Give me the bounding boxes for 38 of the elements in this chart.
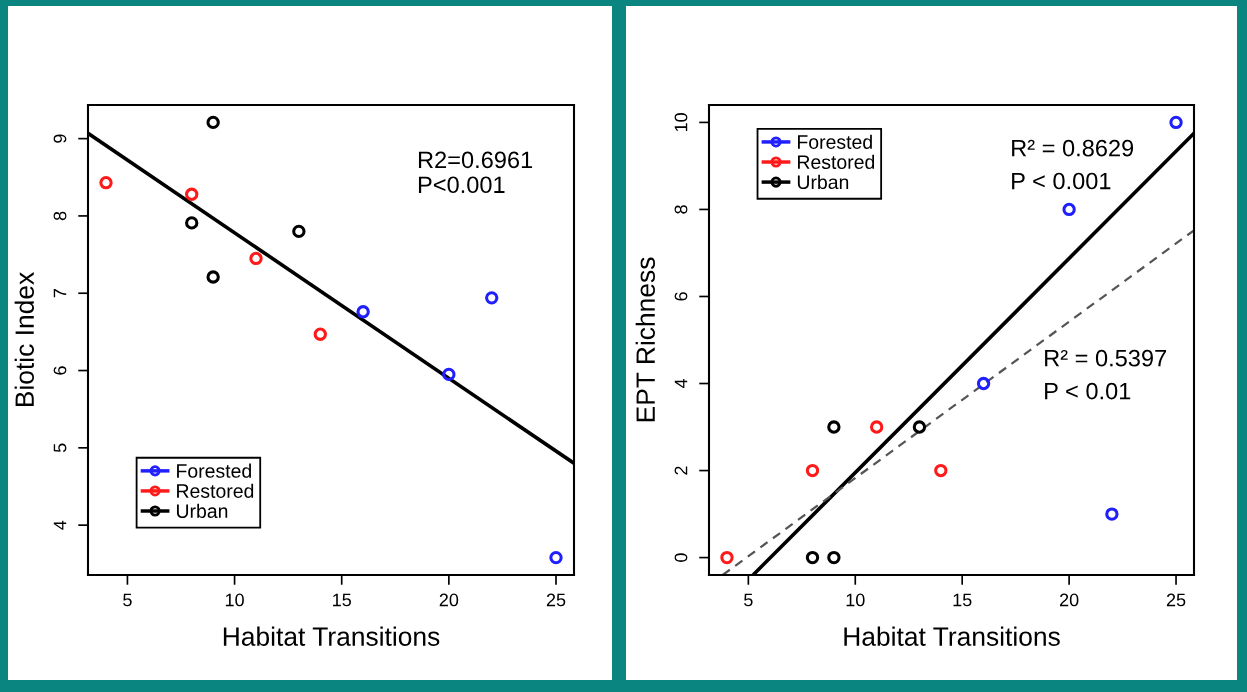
x-axis-title: Habitat Transitions: [844, 626, 1060, 646]
y-tick-label: 9: [53, 134, 67, 143]
x-tick-label: 15: [333, 593, 351, 607]
annotation: R² = 0.5397: [1045, 349, 1167, 367]
x-tick-label: 10: [846, 593, 865, 607]
y-tick-label: 7: [53, 289, 67, 298]
x-tick-label: 20: [439, 593, 459, 607]
y-tick-label: 2: [674, 466, 688, 475]
y-tick-label: 5: [53, 443, 67, 453]
x-tick-label: 25: [1166, 593, 1186, 607]
x-tick-label: 5: [123, 593, 132, 607]
x-tick-label: 20: [1059, 593, 1079, 607]
annotation: P < 0.001: [1012, 172, 1111, 190]
annotation: P<0.001: [418, 176, 505, 194]
x-tick-label: 15: [953, 593, 972, 607]
legend-label: Urban: [797, 174, 849, 190]
x-tick-label: 25: [546, 593, 566, 607]
annotation: P < 0.01: [1045, 382, 1131, 400]
y-tick-label: 6: [674, 292, 688, 301]
legend-label: Forested: [798, 134, 872, 149]
legend-label: Urban: [176, 503, 228, 518]
y-tick-label: 0: [674, 553, 688, 562]
x-tick-label: 10: [225, 593, 244, 607]
legend-label: Restored: [177, 483, 254, 498]
annotation: R2=0.6961: [418, 151, 533, 169]
legend-label: Forested: [177, 463, 251, 478]
y-tick-label: 8: [674, 205, 688, 214]
legend-label: Restored: [798, 154, 875, 170]
x-axis-title: Habitat Transitions: [223, 626, 440, 646]
y-tick-label: 6: [53, 366, 67, 375]
annotation: R² = 0.8629: [1012, 139, 1134, 157]
y-axis-title: Biotic Index: [14, 272, 35, 407]
y-tick-label: 4: [53, 520, 67, 530]
y-axis-title: EPT Richness: [635, 257, 656, 422]
y-tick-label: 4: [674, 379, 688, 389]
y-tick-label: 8: [53, 211, 67, 221]
y-tick-label: 10: [674, 113, 688, 132]
x-tick-label: 5: [744, 593, 753, 607]
